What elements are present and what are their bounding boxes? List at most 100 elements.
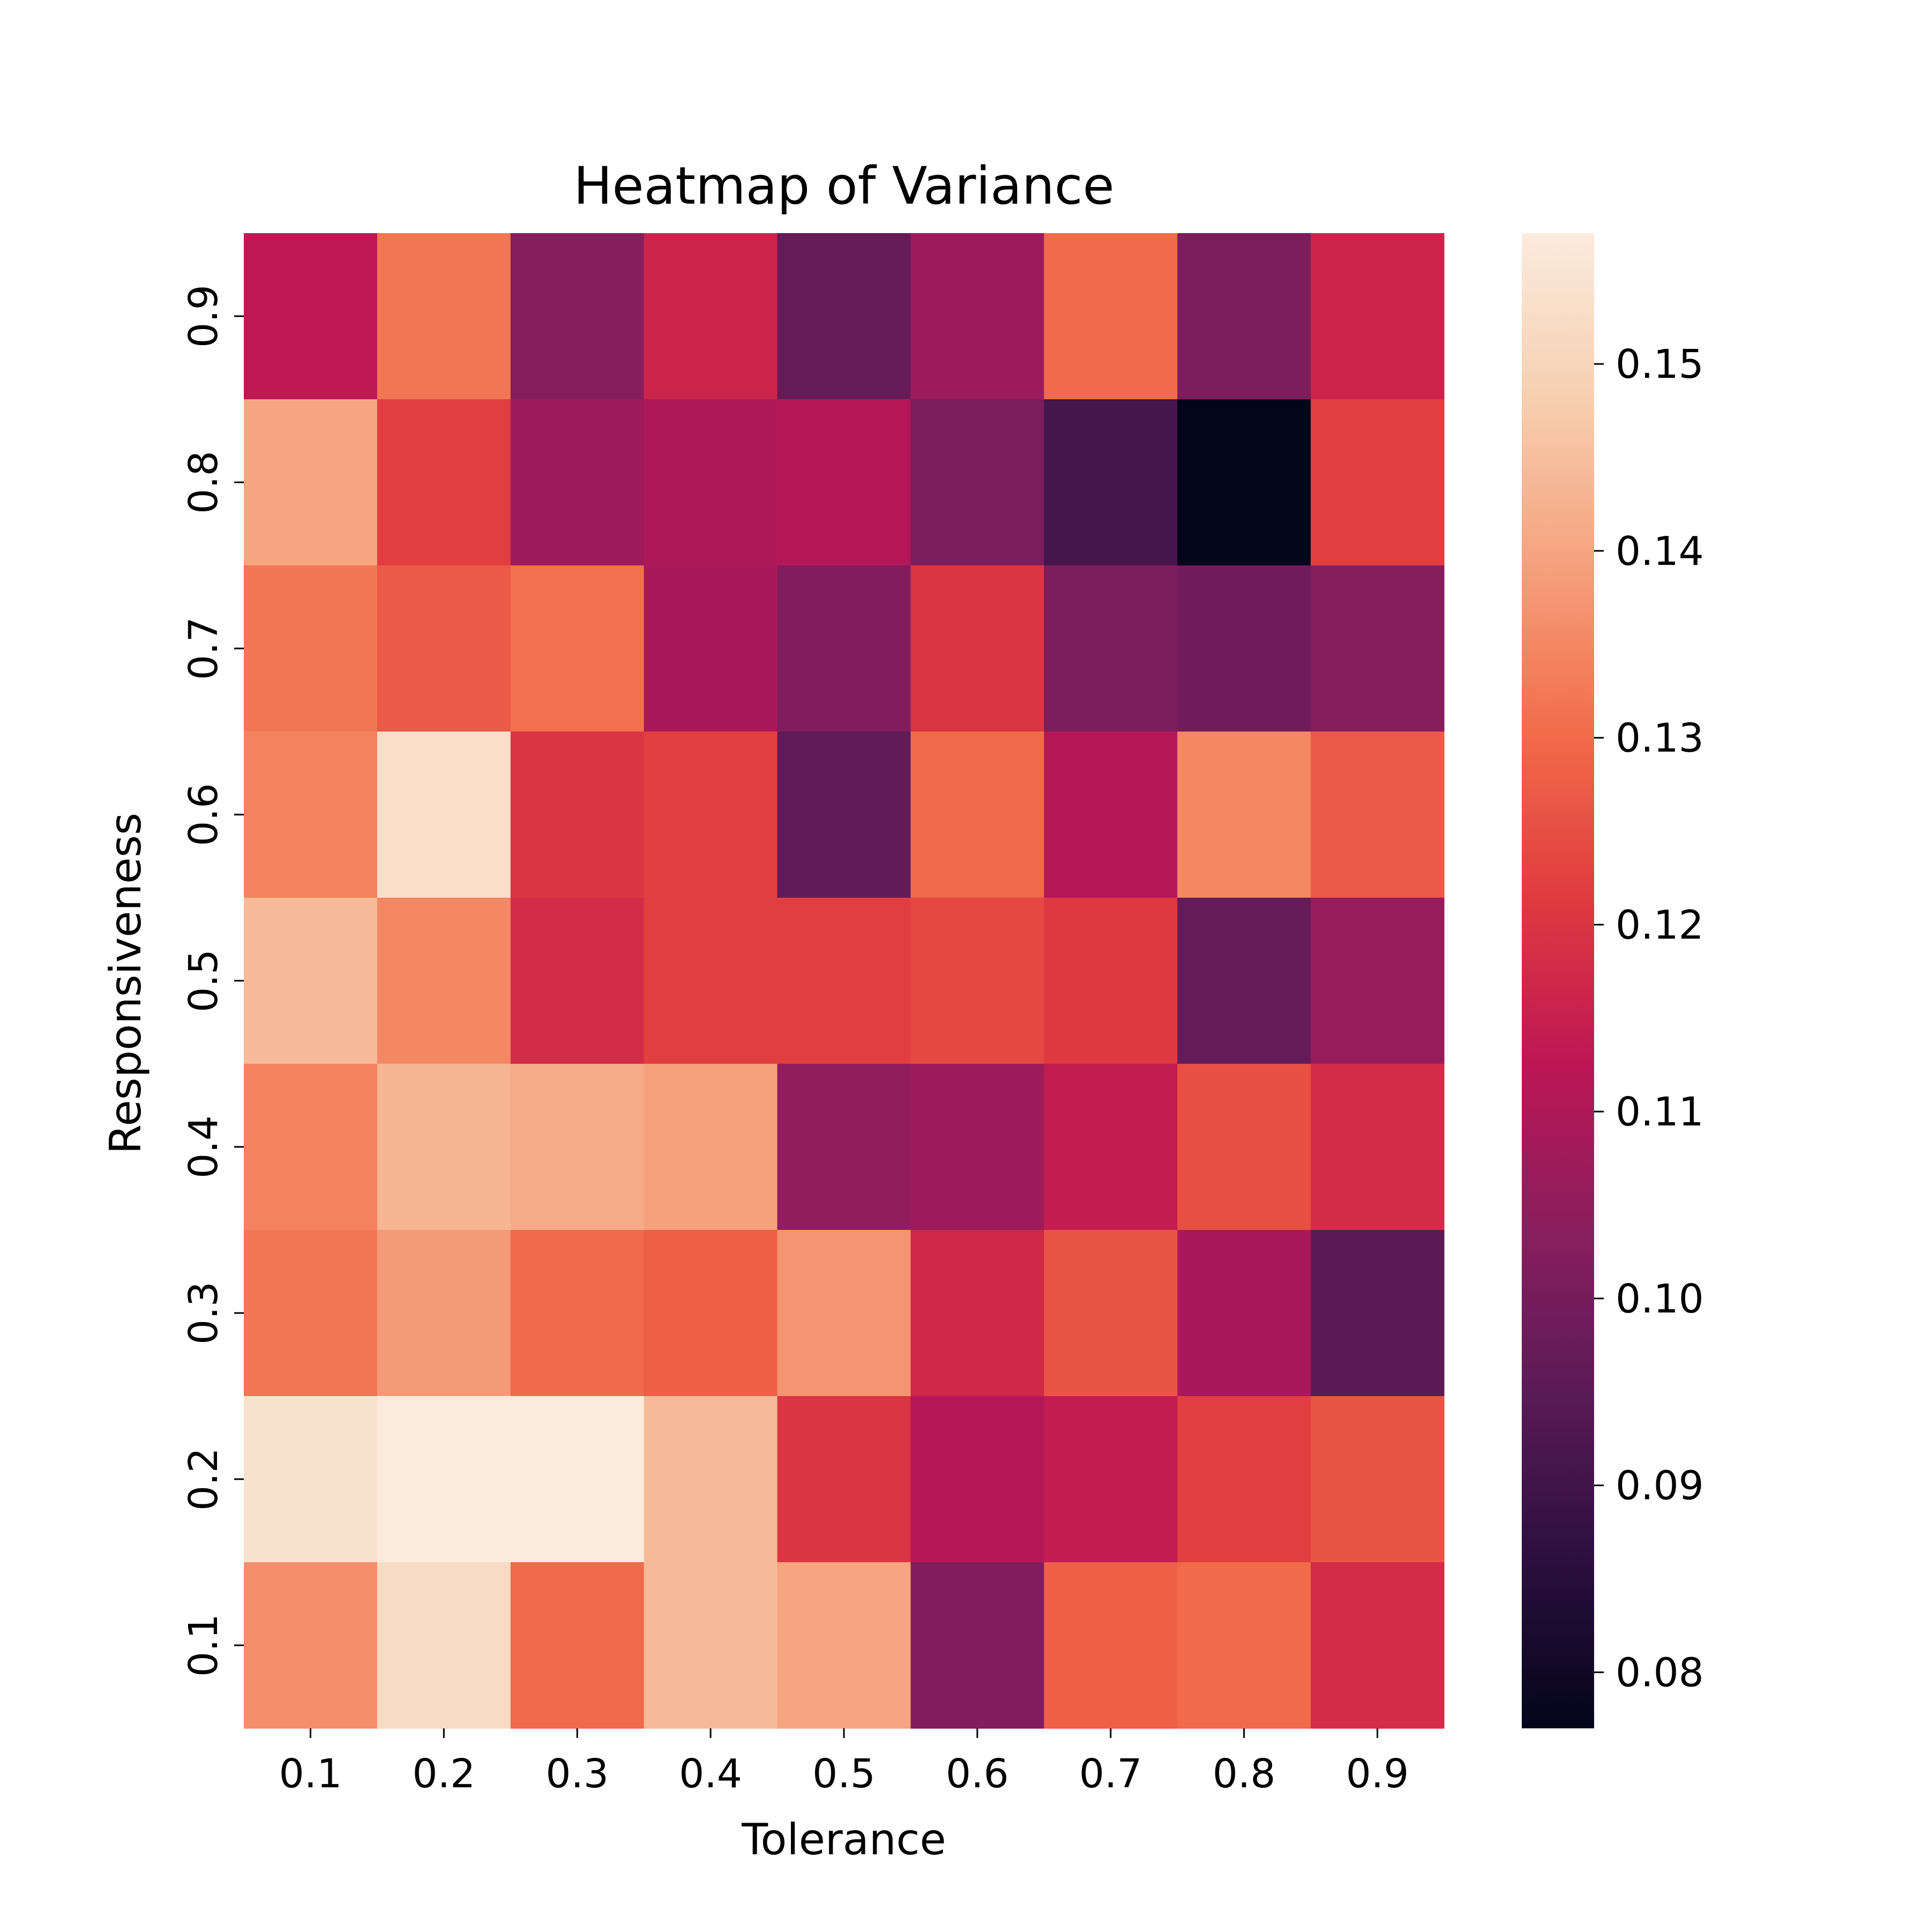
heatmap-cell	[644, 1396, 778, 1563]
heatmap-cell	[1177, 1396, 1311, 1563]
heatmap-cell	[910, 898, 1044, 1064]
heatmap-cell	[1044, 1230, 1178, 1397]
heatmap-cell	[377, 565, 511, 732]
heatmap-cell	[244, 1396, 378, 1563]
y-tick-label: 0.3	[181, 1281, 227, 1345]
heatmap-cell	[910, 399, 1044, 566]
heatmap-cell	[377, 1230, 511, 1397]
x-tick-label: 0.3	[545, 1751, 609, 1797]
heatmap-cell	[510, 1396, 645, 1563]
y-tick-label: 0.2	[181, 1448, 227, 1511]
heatmap-cell	[777, 1064, 911, 1230]
heatmap-cell	[910, 1230, 1044, 1397]
heatmap-cell	[1311, 399, 1445, 566]
heatmap-cell	[910, 732, 1044, 898]
y-axis-ticks: 0.9 0.8 0.7 0.6 0.5 0.4 0.3 0.2 0.1	[181, 285, 244, 1677]
heatmap-cell	[244, 565, 378, 732]
heatmap-cell	[510, 1562, 645, 1729]
heatmap-cell	[1311, 732, 1445, 898]
heatmap-cell	[377, 1562, 511, 1729]
heatmap-cell	[777, 1562, 911, 1729]
heatmap-cell	[644, 565, 778, 732]
x-tick-label: 0.1	[279, 1751, 342, 1797]
heatmap-cell	[377, 732, 511, 898]
heatmap-cell	[1177, 399, 1311, 566]
colorbar-tick-label: 0.08	[1616, 1650, 1704, 1696]
heatmap-cell	[244, 732, 378, 898]
heatmap-cell	[910, 233, 1044, 400]
heatmap-cell	[510, 399, 645, 566]
heatmap-cell	[910, 565, 1044, 732]
heatmap-cell	[644, 1230, 778, 1397]
heatmap-cell	[910, 1396, 1044, 1563]
heatmap-cell	[1044, 399, 1178, 566]
x-tick-label: 0.5	[812, 1751, 876, 1797]
colorbar-tick-label: 0.14	[1616, 528, 1704, 575]
heatmap-cell	[510, 1064, 645, 1230]
x-tick-label: 0.8	[1213, 1751, 1276, 1797]
heatmap-cell	[1311, 1230, 1445, 1397]
colorbar-tick-label: 0.11	[1616, 1089, 1704, 1135]
heatmap-cell	[244, 1230, 378, 1397]
heatmap-cell	[777, 1230, 911, 1397]
heatmap-cell	[1177, 732, 1311, 898]
x-tick-label: 0.6	[946, 1751, 1009, 1797]
y-tick-label: 0.5	[181, 949, 227, 1012]
heatmap-cell	[244, 1064, 378, 1230]
heatmap-cells	[244, 233, 1445, 1729]
heatmap-cell	[1177, 1064, 1311, 1230]
heatmap-cell	[1311, 233, 1445, 400]
y-tick-label: 0.9	[181, 285, 227, 348]
heatmap-cell	[1177, 898, 1311, 1064]
x-axis-label: Tolerance	[741, 1815, 946, 1864]
colorbar-tick-label: 0.12	[1616, 902, 1704, 948]
heatmap-cell	[244, 233, 378, 400]
heatmap-cell	[644, 1562, 778, 1729]
y-tick-label: 0.8	[181, 451, 227, 514]
heatmap-cell	[1177, 1562, 1311, 1729]
heatmap-cell	[1311, 1562, 1445, 1729]
heatmap-cell	[644, 732, 778, 898]
y-tick-label: 0.7	[181, 617, 227, 680]
heatmap-cell	[777, 898, 911, 1064]
heatmap-cell	[377, 1064, 511, 1230]
heatmap-cell	[510, 898, 645, 1064]
heatmap-cell	[777, 1396, 911, 1563]
colorbar-ticks: 0.08 0.09 0.10 0.11 0.12 0.13 0.14 0.15	[1594, 341, 1704, 1696]
heatmap-cell	[1044, 565, 1178, 732]
colorbar-tick-label: 0.15	[1616, 341, 1704, 387]
x-tick-label: 0.7	[1079, 1751, 1142, 1797]
colorbar-tick-label: 0.13	[1616, 715, 1704, 762]
heatmap-cell	[1044, 898, 1178, 1064]
heatmap-cell	[1044, 1562, 1178, 1729]
x-tick-label: 0.4	[679, 1751, 742, 1797]
heatmap-cell	[377, 898, 511, 1064]
heatmap-cell	[510, 233, 645, 400]
heatmap-cell	[910, 1064, 1044, 1230]
heatmap-cell	[1177, 1230, 1311, 1397]
heatmap-cell	[777, 399, 911, 566]
heatmap-cell	[377, 1396, 511, 1563]
heatmap-cell	[1177, 565, 1311, 732]
heatmap-cell	[510, 1230, 645, 1397]
y-tick-label: 0.6	[181, 783, 227, 846]
colorbar-tick-label: 0.09	[1616, 1463, 1704, 1509]
chart-title: Heatmap of Variance	[573, 156, 1114, 216]
heatmap-cell	[910, 1562, 1044, 1729]
heatmap-cell	[777, 565, 911, 732]
heatmap-cell	[1044, 732, 1178, 898]
heatmap-cell	[1311, 898, 1445, 1064]
x-tick-label: 0.9	[1346, 1751, 1409, 1797]
y-tick-label: 0.4	[181, 1115, 227, 1178]
colorbar	[1522, 233, 1594, 1728]
heatmap-cell	[1311, 565, 1445, 732]
heatmap-cell	[777, 732, 911, 898]
heatmap-cell	[777, 233, 911, 400]
heatmap-cell	[377, 233, 511, 400]
y-axis-label: Responsiveness	[101, 812, 151, 1154]
x-tick-label: 0.2	[412, 1751, 475, 1797]
heatmap-cell	[644, 898, 778, 1064]
heatmap-cell	[1044, 1064, 1178, 1230]
